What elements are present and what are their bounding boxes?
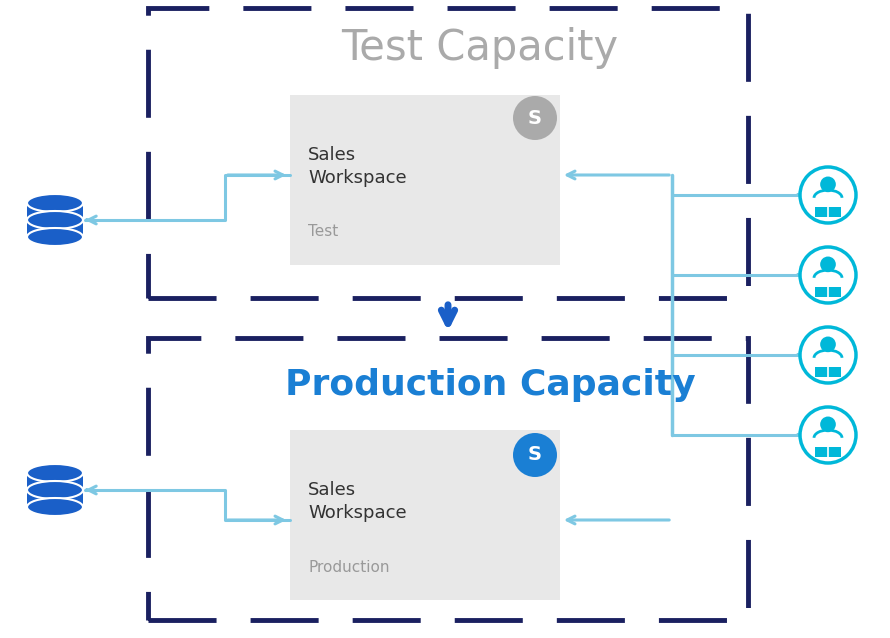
Ellipse shape xyxy=(27,481,83,499)
Circle shape xyxy=(821,177,836,192)
Text: S: S xyxy=(528,108,542,128)
Circle shape xyxy=(800,327,856,383)
Text: Sales: Sales xyxy=(308,146,356,164)
Bar xyxy=(290,95,560,265)
Circle shape xyxy=(800,247,856,303)
Bar xyxy=(148,338,748,620)
Bar xyxy=(27,473,83,507)
Circle shape xyxy=(800,167,856,223)
Circle shape xyxy=(821,417,836,432)
Bar xyxy=(148,8,748,298)
Text: Workspace: Workspace xyxy=(308,504,407,522)
Ellipse shape xyxy=(27,211,83,229)
Bar xyxy=(27,203,83,237)
Text: Test Capacity: Test Capacity xyxy=(342,27,619,69)
Bar xyxy=(815,286,840,297)
Text: Production Capacity: Production Capacity xyxy=(285,368,695,402)
Text: Test: Test xyxy=(308,225,338,239)
Ellipse shape xyxy=(27,464,83,482)
Text: Workspace: Workspace xyxy=(308,169,407,187)
Bar xyxy=(815,367,840,378)
Ellipse shape xyxy=(27,228,83,246)
Ellipse shape xyxy=(27,194,83,212)
Bar xyxy=(815,207,840,218)
Bar xyxy=(815,447,840,457)
Circle shape xyxy=(513,433,557,477)
Circle shape xyxy=(800,407,856,463)
Ellipse shape xyxy=(27,498,83,516)
Text: Sales: Sales xyxy=(308,481,356,499)
Text: S: S xyxy=(528,445,542,464)
Circle shape xyxy=(513,96,557,140)
Text: Production: Production xyxy=(308,560,390,574)
Circle shape xyxy=(821,336,836,352)
Circle shape xyxy=(821,256,836,272)
Bar xyxy=(290,430,560,600)
